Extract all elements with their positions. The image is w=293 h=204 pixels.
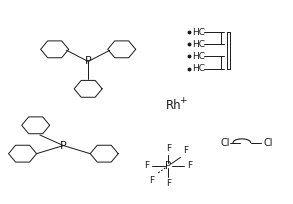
Text: Rh: Rh <box>166 99 181 112</box>
Text: HC: HC <box>193 40 206 49</box>
Text: P: P <box>60 141 67 151</box>
Text: P: P <box>85 57 91 67</box>
Text: F: F <box>149 176 154 185</box>
Text: HC: HC <box>193 64 206 73</box>
Text: HC: HC <box>193 28 206 37</box>
Text: +: + <box>179 96 187 105</box>
Text: HC: HC <box>193 52 206 61</box>
Text: F: F <box>166 179 171 188</box>
Text: Cl: Cl <box>263 137 273 147</box>
Text: Cl: Cl <box>220 137 230 147</box>
Text: F: F <box>144 161 149 170</box>
Text: F: F <box>187 161 193 170</box>
Text: F: F <box>166 144 171 153</box>
Text: P: P <box>165 161 171 171</box>
Text: F: F <box>183 146 189 155</box>
